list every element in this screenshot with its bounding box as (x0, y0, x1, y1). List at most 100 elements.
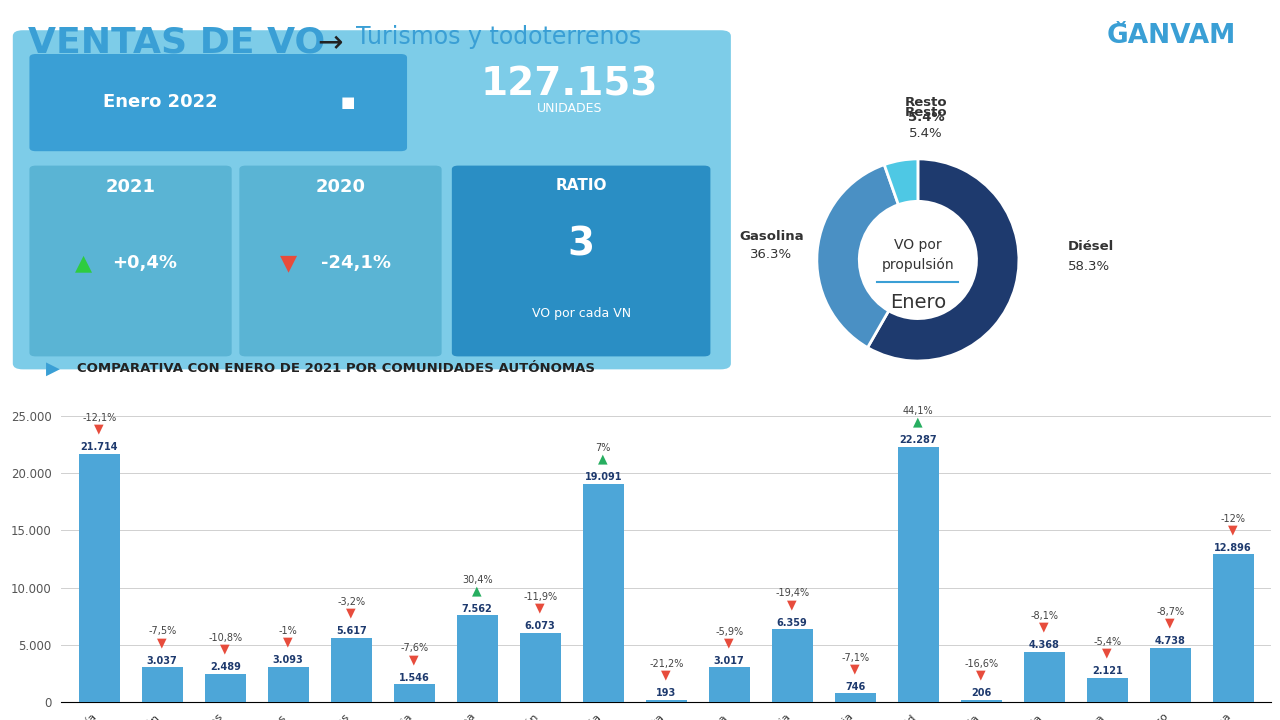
Text: 206: 206 (972, 688, 992, 698)
Text: 22.287: 22.287 (900, 436, 937, 445)
Text: -7,5%: -7,5% (148, 626, 177, 636)
Bar (582, 484, 623, 702)
Text: 4.368: 4.368 (1029, 640, 1060, 650)
Bar (79, 454, 120, 702)
Text: 12.896: 12.896 (1215, 543, 1252, 553)
Text: ▼: ▼ (157, 636, 168, 649)
Text: +0,4%: +0,4% (113, 254, 177, 271)
Text: ▼: ▼ (977, 668, 986, 681)
Wedge shape (868, 159, 1019, 361)
Text: 746: 746 (845, 682, 865, 692)
Text: 5.4%: 5.4% (909, 127, 943, 140)
Text: Gasolina: Gasolina (739, 230, 804, 243)
Text: 4.738: 4.738 (1155, 636, 1185, 646)
Text: -21,2%: -21,2% (649, 659, 684, 669)
Text: ▼: ▼ (1039, 621, 1050, 634)
Text: ▼: ▼ (850, 662, 860, 675)
Text: Enero: Enero (890, 293, 946, 312)
Bar (457, 616, 498, 702)
Text: ▼: ▼ (220, 642, 230, 655)
Text: 2.489: 2.489 (210, 662, 241, 672)
Text: ▼: ▼ (347, 606, 356, 619)
Text: ▼: ▼ (1102, 647, 1112, 660)
Text: 30,4%: 30,4% (462, 575, 493, 585)
Text: ▼: ▼ (662, 668, 671, 682)
Wedge shape (884, 159, 918, 204)
Text: ■: ■ (340, 95, 356, 109)
Text: ▲: ▲ (914, 415, 923, 428)
Bar (205, 673, 246, 702)
Text: ▼: ▼ (95, 422, 104, 435)
Text: 19.091: 19.091 (585, 472, 622, 482)
Text: -8,1%: -8,1% (1030, 611, 1059, 621)
Bar (1087, 678, 1128, 702)
Text: 127.153: 127.153 (481, 66, 658, 104)
Bar (268, 667, 308, 702)
Text: -16,6%: -16,6% (964, 659, 998, 669)
Text: 7%: 7% (595, 443, 611, 453)
Text: -12,1%: -12,1% (82, 413, 116, 423)
Text: -12%: -12% (1221, 513, 1245, 523)
Text: ▼: ▼ (535, 601, 545, 614)
Text: 3.017: 3.017 (714, 656, 745, 666)
Bar (961, 700, 1002, 702)
Text: ▼: ▼ (410, 653, 419, 666)
Bar (709, 667, 750, 702)
Bar (835, 693, 876, 702)
Text: 6.073: 6.073 (525, 621, 556, 631)
Text: Resto: Resto (905, 107, 947, 120)
Bar (142, 667, 183, 702)
Bar (330, 638, 371, 702)
Text: -19,4%: -19,4% (776, 588, 809, 598)
Bar (1024, 652, 1065, 702)
Text: ▼: ▼ (279, 253, 297, 273)
Text: 2020: 2020 (315, 179, 366, 197)
Text: VENTAS DE VO: VENTAS DE VO (28, 25, 325, 59)
Bar (520, 632, 561, 702)
Text: 58.3%: 58.3% (1068, 260, 1110, 273)
Text: COMPARATIVA CON ENERO DE 2021 POR COMUNIDADES AUTÓNOMAS: COMPARATIVA CON ENERO DE 2021 POR COMUNI… (77, 362, 595, 375)
Bar (646, 700, 686, 702)
Text: ǦANVAM: ǦANVAM (1107, 23, 1235, 49)
Text: ▲: ▲ (472, 584, 483, 597)
Text: Diésel: Diésel (1068, 240, 1114, 253)
Text: -3,2%: -3,2% (337, 597, 365, 607)
Text: 193: 193 (657, 688, 676, 698)
Bar (1149, 648, 1190, 702)
Text: 3.093: 3.093 (273, 655, 303, 665)
Bar (1212, 554, 1253, 702)
Text: 3: 3 (567, 226, 595, 264)
Text: Turismos y todoterrenos: Turismos y todoterrenos (356, 25, 641, 49)
Text: -1%: -1% (279, 626, 298, 636)
Text: Resto
5.4%: Resto 5.4% (905, 96, 947, 124)
Text: RATIO: RATIO (556, 179, 607, 193)
Text: 36.3%: 36.3% (750, 248, 792, 261)
Text: -11,9%: -11,9% (524, 592, 557, 602)
Text: 7.562: 7.562 (462, 604, 493, 613)
Text: ▼: ▼ (1165, 616, 1175, 629)
Text: propulsión: propulsión (882, 258, 954, 272)
Text: -7,1%: -7,1% (841, 652, 869, 662)
Text: ▲: ▲ (74, 253, 92, 273)
Text: ▶: ▶ (46, 359, 60, 377)
Bar (897, 447, 938, 702)
Text: VO por cada VN: VO por cada VN (531, 307, 631, 320)
Text: -7,6%: -7,6% (401, 644, 429, 654)
Text: 2021: 2021 (105, 179, 156, 197)
Text: ▼: ▼ (787, 598, 797, 611)
Text: ▼: ▼ (283, 635, 293, 648)
Text: VO por: VO por (895, 238, 942, 252)
Wedge shape (817, 165, 899, 348)
Text: -8,7%: -8,7% (1156, 607, 1184, 617)
Text: -10,8%: -10,8% (209, 633, 242, 643)
Text: -5,9%: -5,9% (716, 626, 744, 636)
Text: ▼: ▼ (1229, 523, 1238, 536)
Bar (772, 629, 813, 702)
Text: -5,4%: -5,4% (1093, 636, 1121, 647)
Text: →: → (317, 29, 343, 58)
Text: 2.121: 2.121 (1092, 666, 1123, 676)
Text: Enero 2022: Enero 2022 (102, 93, 218, 111)
Text: 1.546: 1.546 (399, 672, 430, 683)
Text: ▼: ▼ (724, 636, 733, 649)
Text: 5.617: 5.617 (335, 626, 366, 636)
